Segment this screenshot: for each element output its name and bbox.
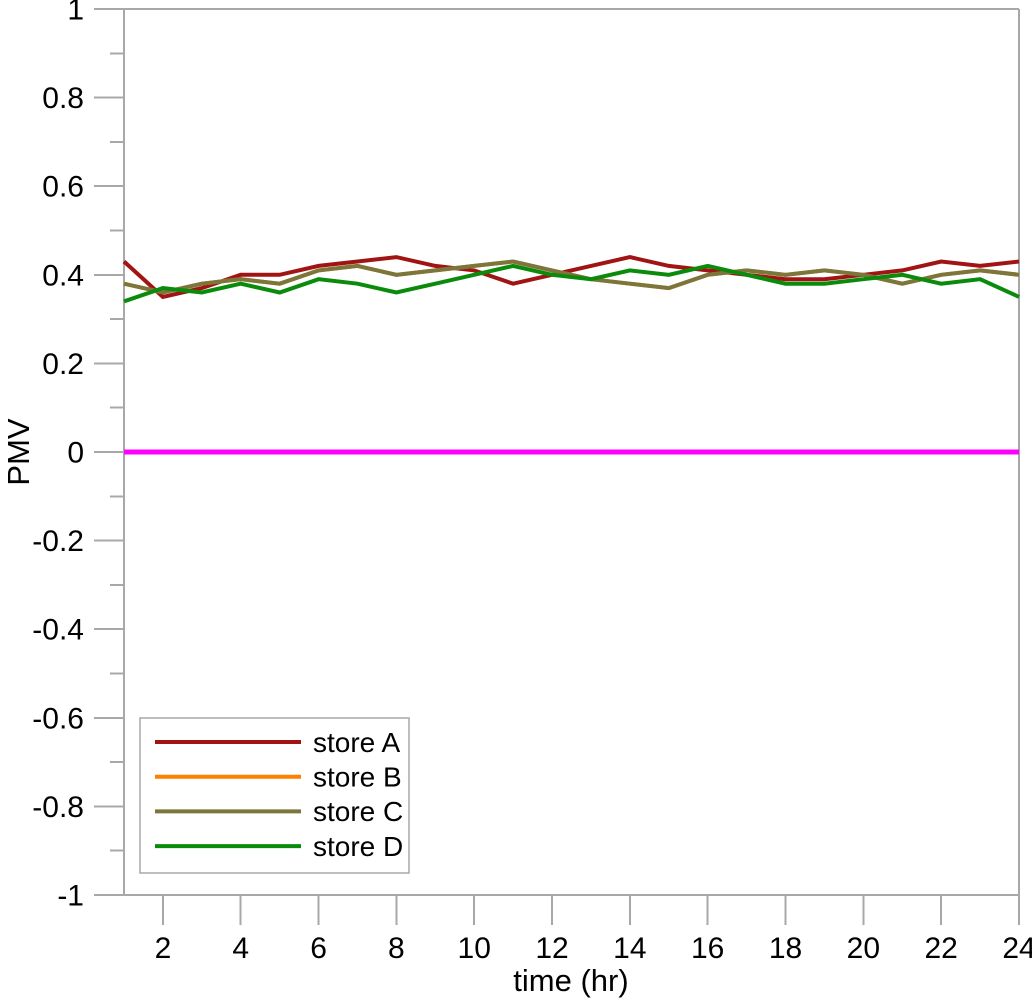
legend-label: store B — [313, 762, 402, 793]
y-tick-label: 0.8 — [42, 82, 84, 115]
x-axis-title: time (hr) — [513, 963, 628, 998]
x-tick-label: 22 — [924, 932, 957, 965]
y-tick-label: 0 — [67, 437, 84, 470]
series-line-store-d — [123, 263, 1020, 304]
y-tick-label: 0.4 — [42, 259, 84, 292]
y-tick-label: 0.6 — [42, 171, 84, 204]
x-tick-label: 16 — [691, 932, 724, 965]
legend-item: store B — [155, 762, 402, 793]
legend-label: store C — [313, 796, 403, 827]
x-tick-label: 24 — [1002, 932, 1032, 965]
legend-label: store A — [313, 727, 400, 758]
y-tick-label: 0.2 — [42, 348, 84, 381]
x-tick-label: 4 — [232, 932, 249, 965]
y-tick-label: 1 — [67, 0, 84, 27]
legend-item: store A — [155, 727, 400, 758]
y-tick-label: -0.6 — [32, 702, 84, 735]
x-tick-label: 14 — [613, 932, 646, 965]
y-axis-title: PMV — [1, 418, 36, 486]
y-tick-label: -0.8 — [32, 791, 84, 824]
legend-item: store C — [155, 796, 403, 827]
x-tick-label: 2 — [155, 932, 172, 965]
x-tick-label: 8 — [388, 932, 405, 965]
x-tick-label: 20 — [847, 932, 880, 965]
y-tick-label: -1 — [57, 880, 84, 913]
series-line-store-c — [123, 259, 1020, 295]
x-tick-label: 12 — [535, 932, 568, 965]
legend-label: store D — [313, 831, 403, 862]
x-tick-label: 10 — [458, 932, 491, 965]
y-tick-label: -0.2 — [32, 525, 84, 558]
y-tick-label: -0.4 — [32, 614, 84, 647]
series-line-store-a — [122, 255, 1020, 300]
x-tick-label: 6 — [310, 932, 327, 965]
x-tick-label: 18 — [769, 932, 802, 965]
legend-item: store D — [155, 831, 403, 862]
